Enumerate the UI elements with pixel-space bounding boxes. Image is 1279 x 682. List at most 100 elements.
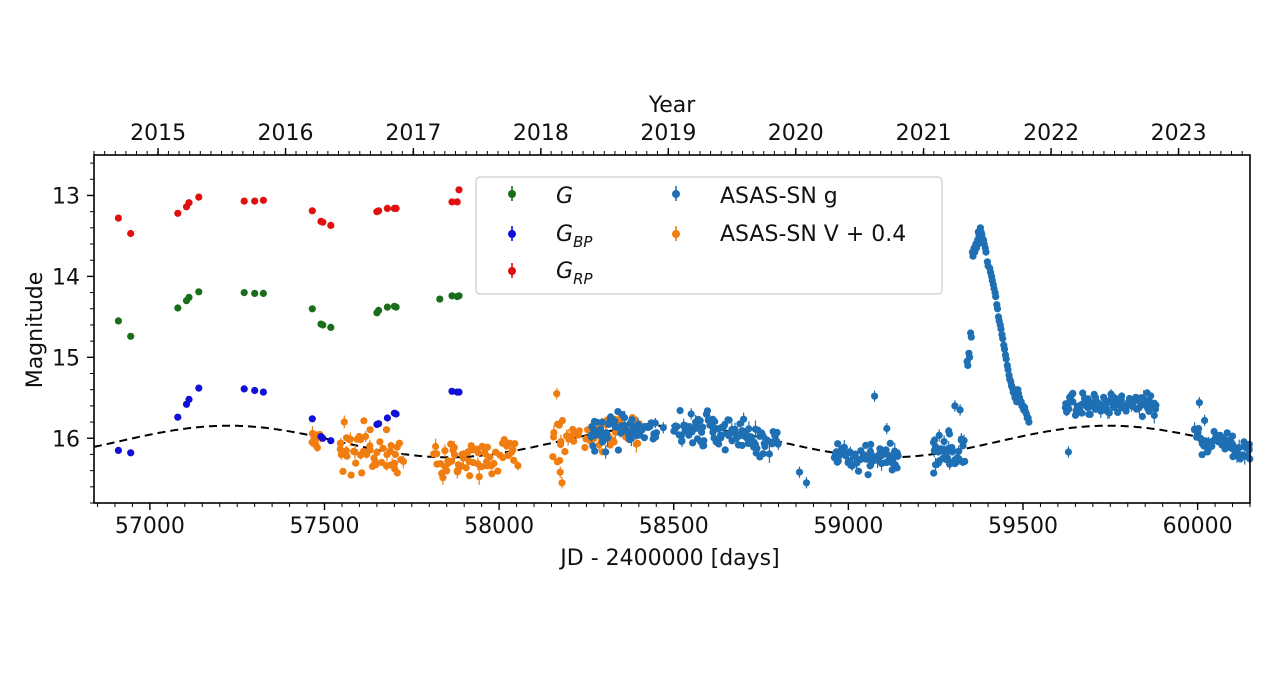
gaia-g-point [308,305,316,313]
x-axis-title: JD - 2400000 [days] [558,546,779,571]
asassn-g-point [659,424,667,432]
gaia-gbp-point [319,434,327,442]
legend-entry-grp: GRP [508,259,593,288]
asassn-g-point [1228,432,1237,440]
asassn-v-point [443,467,451,475]
asassn-g-point [992,293,1000,301]
asassn-v-point [347,471,355,479]
asassn-v-point [556,456,564,465]
asassn-g-point [593,418,601,426]
asassn-g-point [611,417,619,425]
asassn-v-point [439,474,447,482]
year-tick-label: 2023 [1151,121,1207,146]
legend-asassn-v-marker [672,230,680,238]
gaia-g-point [127,332,135,340]
asassn-g-point [753,444,761,452]
asassn-g-point [795,468,804,476]
asassn-g-point [765,450,774,458]
asassn-g-point [961,457,969,465]
data-points-layer [114,186,1254,489]
asassn-g-point [617,429,625,437]
asassn-g-point [844,458,853,467]
asassn-v-point [550,429,558,437]
year-tick-label: 2021 [896,121,952,146]
asassn-g-point [960,437,968,445]
asassn-g-point [964,361,972,369]
asassn-v-point [558,417,567,425]
asassn-g-point [1235,444,1243,452]
top-axis-title: Year [648,93,697,118]
asassn-v-point [352,459,360,467]
asassn-g-point [886,439,894,447]
asassn-g-point [602,448,610,456]
asassn-v-point [556,468,564,476]
asassn-g-point [945,430,954,438]
asassn-g-point [1223,429,1231,437]
year-tick-label: 2017 [385,121,441,146]
asassn-g-point [715,440,723,448]
asassn-v-point [342,447,350,455]
asassn-g-point [640,434,649,442]
gaia-grp-point [327,221,335,229]
gaia-grp-point [455,186,463,194]
asassn-v-point [379,444,387,452]
asassn-g-point [1208,442,1216,450]
asassn-g-point [1147,392,1155,400]
asassn-g-point [700,441,708,450]
year-tick-label: 2019 [640,121,696,146]
asassn-g-point [1064,448,1072,456]
asassn-v-point [506,439,514,447]
legend-g-marker [508,190,516,198]
gaia-grp-point [174,209,182,217]
gaia-grp-point [114,214,122,222]
y-tick-label: 13 [52,184,80,209]
asassn-g-point [699,423,707,431]
asassn-v-point [483,443,491,451]
asassn-g-point [967,333,975,341]
asassn-v-point [393,469,401,477]
gaia-gbp-point [308,415,316,423]
asassn-g-point [966,353,974,361]
asassn-g-point [687,410,695,418]
asassn-g-point [598,418,606,426]
asassn-g-point [867,440,875,448]
gaia-g-point [455,292,463,300]
asassn-g-point [773,428,781,437]
asassn-g-point [1025,418,1033,426]
asassn-v-point [447,457,456,465]
gaia-g-point [383,303,391,311]
asassn-v-point [360,417,368,425]
asassn-g-point [591,447,599,455]
asassn-g-point [894,452,902,460]
asassn-g-point [802,479,811,487]
asassn-g-point [731,425,739,433]
asassn-g-point [740,415,748,423]
gaia-g-point [114,317,122,325]
asassn-v-point [313,444,321,452]
legend-entry-gbp: GBP [508,222,593,251]
legend-asassn-g-label: ASAS-SN g [720,184,838,209]
asassn-v-point [340,418,348,426]
gaia-gbp-point [127,449,135,457]
asassn-g-point [1000,345,1009,353]
gaia-g-point [240,289,248,297]
asassn-g-point [1198,451,1206,459]
asassn-g-point [834,440,842,448]
gaia-grp-point [308,207,316,215]
asassn-g-point [949,447,957,455]
asassn-v-point [475,473,483,481]
legend-grp-marker [508,267,516,275]
asassn-g-point [851,450,859,458]
gaia-gbp-point [174,413,182,421]
gaia-g-point [259,289,267,297]
asassn-g-point [1004,365,1012,374]
gaia-grp-point [240,197,248,205]
asassn-g-point [738,441,746,450]
asassn-v-point [509,446,517,454]
asassn-g-point [946,460,954,468]
asassn-v-point [441,447,449,455]
asassn-g-point [651,419,659,427]
asassn-v-point [373,448,381,456]
year-tick-label: 2015 [130,121,186,146]
asassn-g-point [993,305,1002,313]
